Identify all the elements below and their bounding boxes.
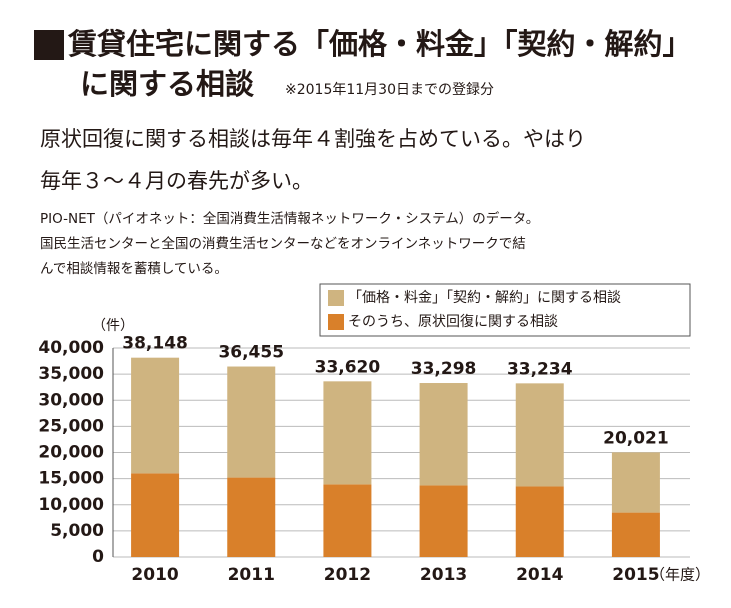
description: PIO-NET（パイオネット：全国消費生活情報ネットワーク・システム）のデータ。: [40, 210, 539, 227]
bar-segment: [227, 477, 276, 557]
legend-box: [319, 283, 691, 337]
x-tick-label: 2011: [228, 565, 275, 585]
bar-segment: [515, 383, 564, 487]
lead: 毎年３～４月の春先が多い。: [40, 169, 313, 193]
bar-segment: [227, 366, 276, 478]
description: んで相談情報を蓄積している。: [40, 261, 228, 277]
y-tick-label: 10,000: [38, 495, 104, 515]
total-label: 36,455: [218, 343, 284, 363]
y-tick-label: 20,000: [38, 443, 104, 463]
bar-segment: [419, 383, 468, 486]
total-label: 38,148: [122, 334, 188, 354]
bar-segment: [419, 485, 468, 557]
y-tick-label: 40,000: [38, 338, 104, 358]
lead: 原状回復に関する相談は毎年４割強を占めている。やはり: [40, 127, 586, 151]
title: 賃貸住宅に関する「価格・料金」「契約・解約」: [67, 27, 692, 61]
bar-segment: [611, 452, 660, 513]
y-tick-label: 0: [92, 547, 104, 567]
note: ※2015年11月30日までの登録分: [285, 82, 494, 98]
legend-swatch: [328, 290, 344, 306]
y-tick-label: 5,000: [50, 521, 104, 541]
x-tick-label: 2010: [131, 565, 178, 585]
title: に関する相談: [80, 67, 255, 101]
title-square: [34, 30, 64, 60]
total-label: 33,620: [315, 357, 381, 377]
y-tick-label: 25,000: [38, 416, 104, 436]
legend-label: そのうち、原状回復に関する相談: [348, 313, 558, 330]
y-tick-label: 35,000: [38, 364, 104, 384]
bar-segment: [323, 381, 372, 485]
bar-segment: [611, 512, 660, 557]
total-label: 20,021: [603, 428, 669, 448]
y-tick-label: 15,000: [38, 469, 104, 489]
description: 国民生活センターと全国の消費生活センターなどをオンラインネットワークで結: [40, 235, 526, 252]
x-tick-label: 2012: [324, 565, 371, 585]
bar-segment: [131, 357, 180, 474]
legend-label: 「価格・料金」「契約・解約」に関する相談: [348, 290, 621, 306]
x-tick-label: 2014: [516, 565, 563, 585]
bar-segment: [515, 486, 564, 557]
bar-segment: [323, 484, 372, 557]
x-unit: （年度）: [650, 566, 710, 584]
legend-swatch: [328, 314, 344, 330]
x-tick-label: 2015: [612, 565, 659, 585]
y-tick-label: 30,000: [38, 390, 104, 410]
total-label: 33,298: [411, 359, 477, 379]
bar-segment: [131, 473, 180, 557]
x-tick-label: 2013: [420, 565, 467, 585]
total-label: 33,234: [507, 359, 573, 379]
y-unit: （件）: [92, 318, 134, 334]
